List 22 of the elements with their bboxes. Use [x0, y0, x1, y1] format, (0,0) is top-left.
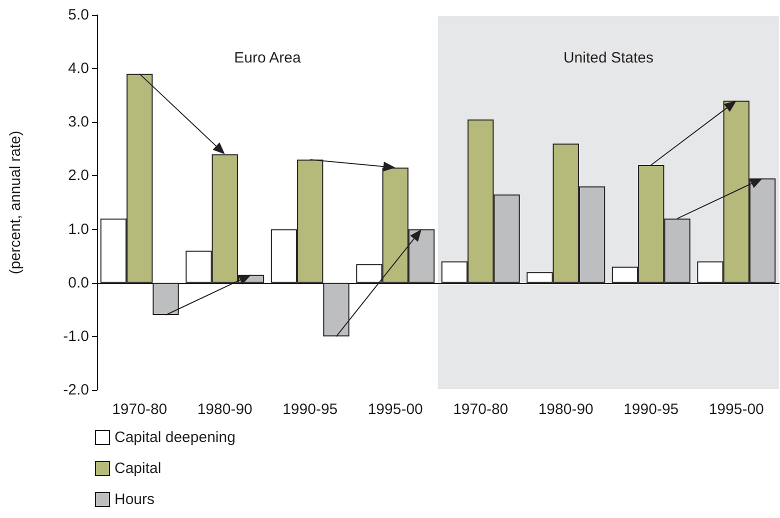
y-tick-label: 2.0 — [68, 167, 89, 184]
x-tick-label: 1980-90 — [538, 401, 594, 418]
x-tick-label: 1990-95 — [624, 401, 679, 418]
y-tick-label: 5.0 — [68, 6, 89, 24]
y-tick-label: 1.0 — [68, 220, 89, 238]
x-tick-label: 1970-80 — [453, 401, 508, 418]
annotation: United States — [563, 50, 654, 66]
x-tick-label: 1970-80 — [112, 401, 168, 418]
y-tick-label: 4.0 — [68, 60, 89, 78]
x-tick-label: 1995-00 — [708, 401, 764, 418]
y-tick-label: -1.0 — [63, 328, 89, 345]
y-axis-title: (percent, annual rate) — [7, 130, 24, 274]
annotation: Euro Area — [234, 50, 302, 66]
x-tick-label: 1990-95 — [282, 401, 338, 418]
legend-label: Capital — [114, 460, 162, 477]
x-tick-label: 1980-90 — [197, 401, 252, 418]
legend-label: Hours — [114, 491, 155, 508]
x-tick-label: 1995-00 — [368, 401, 423, 418]
y-tick-label: -2.0 — [63, 382, 89, 398]
y-tick-label: 0.0 — [68, 274, 89, 292]
y-tick-label: 3.0 — [68, 114, 89, 131]
legend-label: Capital deepening — [114, 429, 236, 446]
